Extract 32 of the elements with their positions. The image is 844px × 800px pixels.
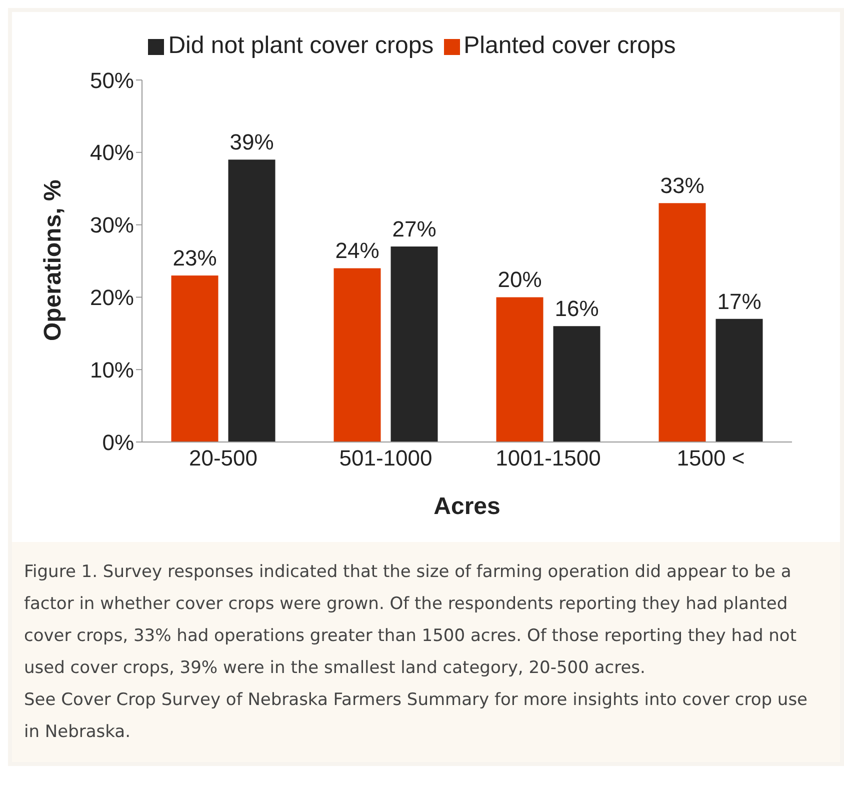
y-tick-label: 0%: [102, 430, 134, 455]
bar: [334, 268, 381, 442]
x-tick-label: 20-500: [188, 446, 258, 471]
data-label: 16%: [554, 296, 599, 322]
legend-label: Planted cover crops: [464, 32, 676, 59]
y-tick-label: 50%: [90, 68, 134, 93]
bar: [716, 318, 763, 442]
data-label: 17%: [717, 288, 762, 314]
text: See Cover Crop Survey of Nebraska Farmers Summary for more insights into cover crop use in Nebraska.: [24, 689, 809, 744]
x-tick-label: 1001-1500: [496, 446, 601, 471]
x-axis-title: Acres: [434, 493, 500, 520]
data-label: 24%: [335, 238, 380, 264]
y-tick-label: 10%: [90, 357, 134, 382]
bar: [228, 160, 276, 442]
caption: Figure 1. Survey responses indicated that the size of farming operation did appear to be a factor in whether cover crops were grown. Of the respondents reporting they had planted cover crops, 33% had operations greater than 1500 acres. Of those reporting they had not used cover crops, 39% were in the smallest land category, 20-500 acres.: [24, 561, 798, 680]
y-axis-title: Operations, %: [40, 180, 67, 341]
data-label: 33%: [660, 173, 704, 198]
x-tick-label: 1500 <: [676, 446, 745, 471]
data-label: 39%: [230, 130, 274, 155]
legend-label: Did not plant cover crops: [168, 32, 434, 59]
bar: [553, 326, 600, 442]
y-tick-label: 20%: [90, 285, 134, 310]
data-label: 23%: [172, 245, 217, 270]
bar: [658, 203, 706, 442]
bar: [171, 275, 218, 442]
y-tick-label: 40%: [90, 140, 134, 166]
bar: [390, 246, 438, 442]
data-label: 27%: [392, 216, 436, 242]
x-tick-label: 501-1000: [339, 446, 432, 471]
y-tick-label: 30%: [90, 212, 134, 238]
data-label: 20%: [498, 267, 542, 292]
bar: [496, 297, 544, 442]
